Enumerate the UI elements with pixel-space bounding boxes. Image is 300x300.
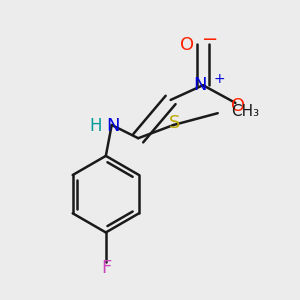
Text: O: O [180,37,194,55]
Text: H: H [89,117,102,135]
Text: O: O [231,97,245,115]
Text: N: N [106,117,120,135]
Text: S: S [169,115,180,133]
Text: +: + [213,72,225,86]
Text: F: F [101,259,112,277]
Text: −: − [202,30,218,49]
Text: CH₃: CH₃ [231,104,259,119]
Text: N: N [193,76,207,94]
